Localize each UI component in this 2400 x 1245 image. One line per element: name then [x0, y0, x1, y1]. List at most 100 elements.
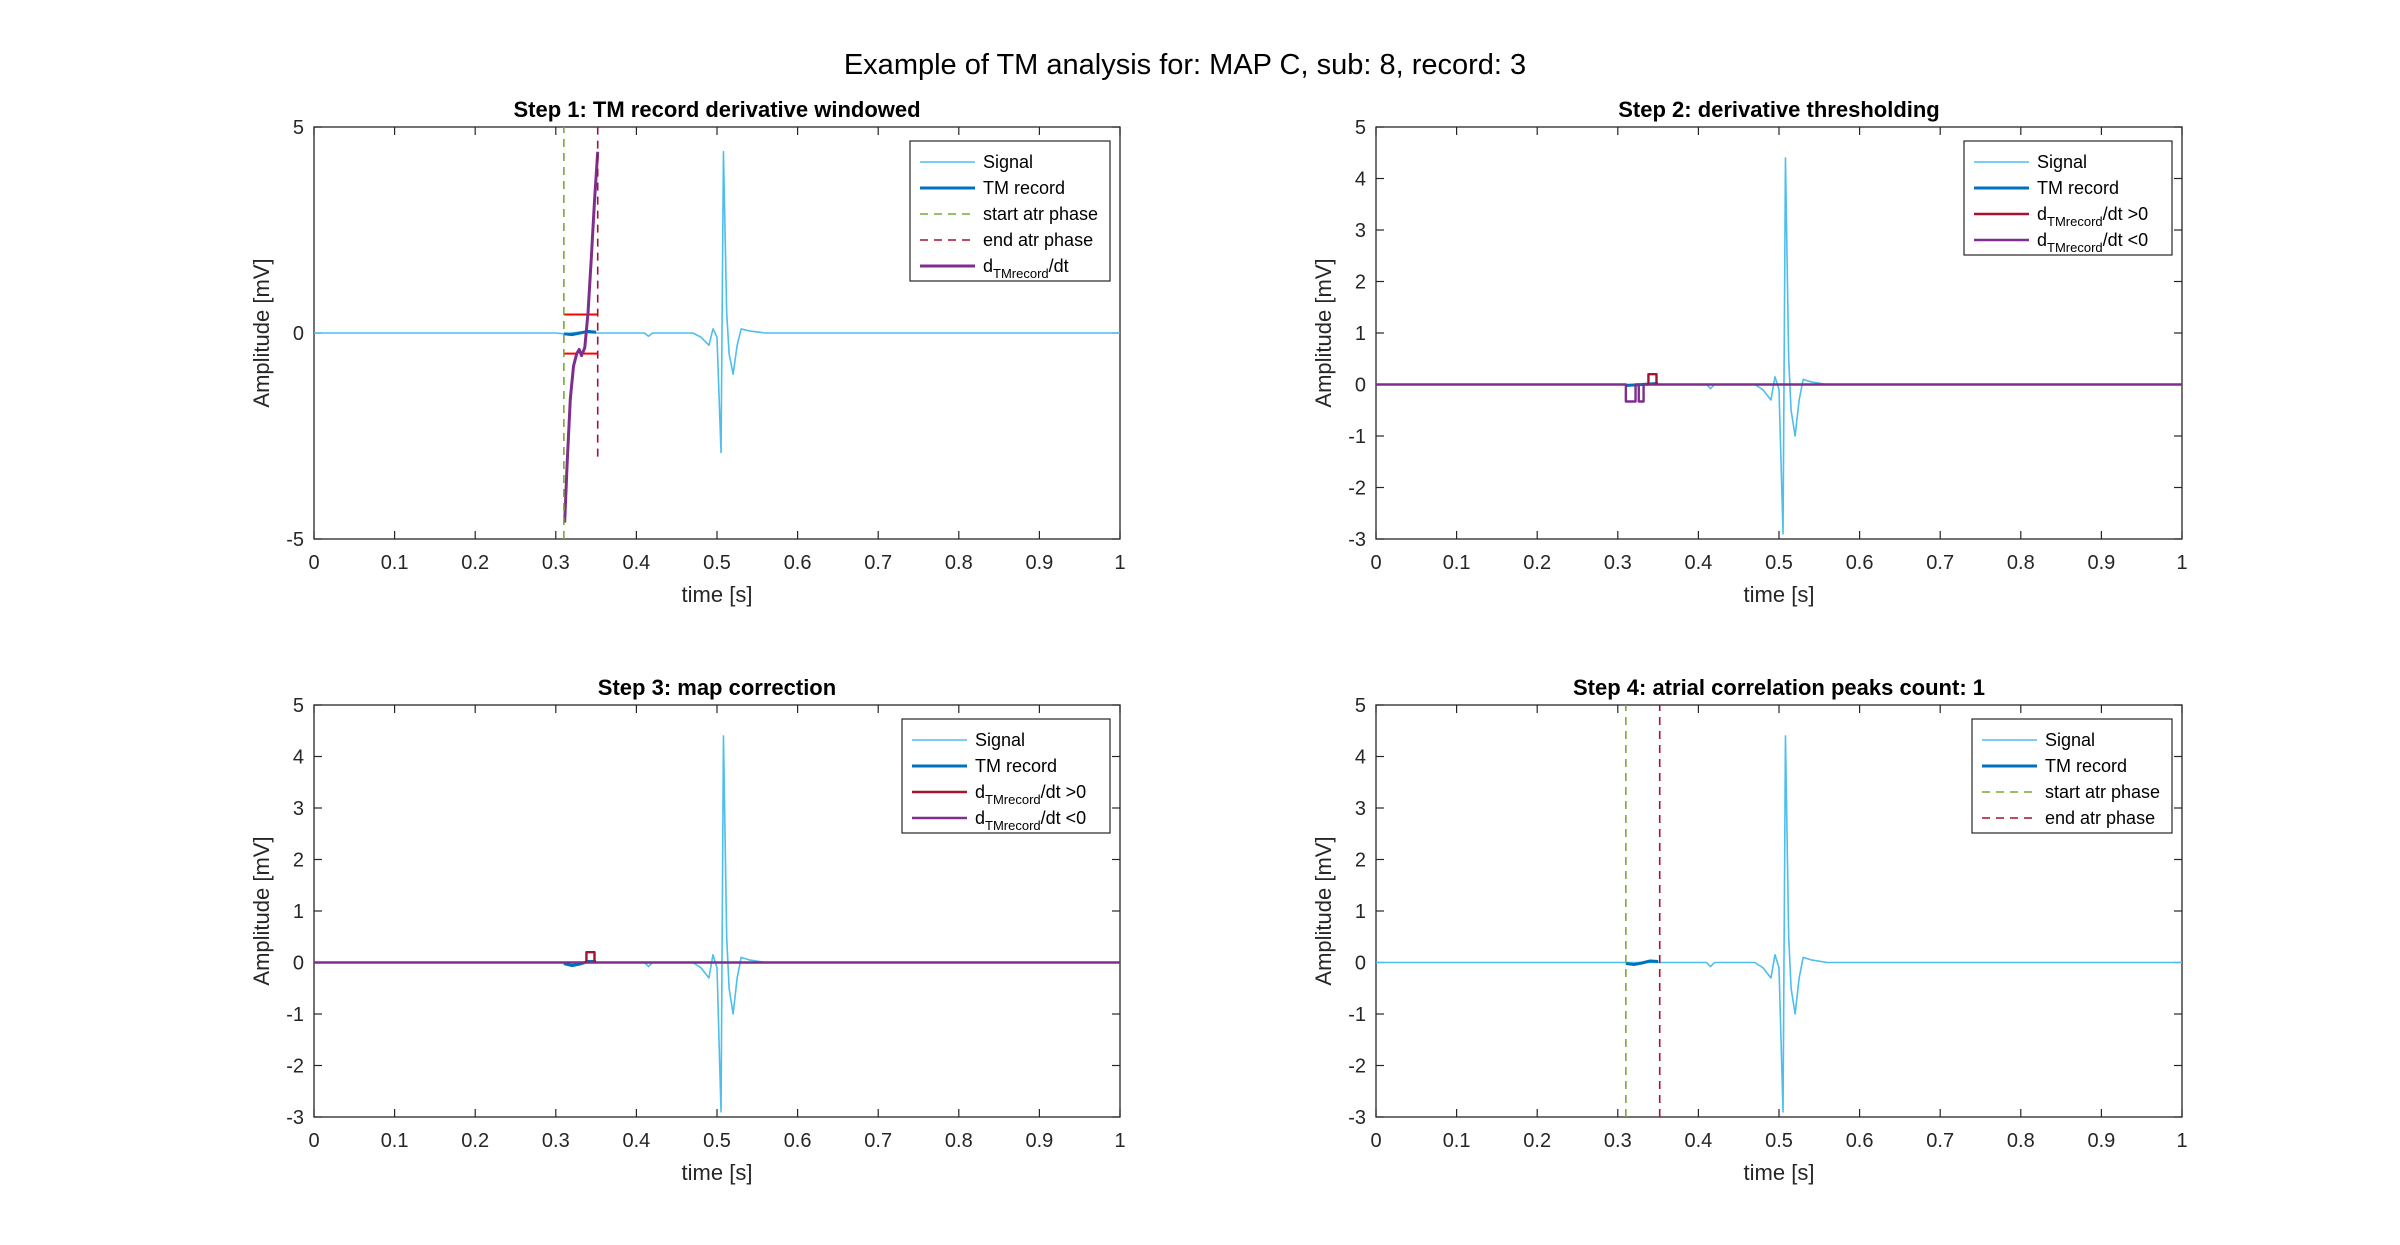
x-tick-label: 1 — [1114, 552, 1125, 574]
plot-area — [1376, 705, 2182, 1117]
legend-label: end atr phase — [2045, 808, 2155, 828]
x-tick-label: 0.2 — [461, 1130, 489, 1152]
x-tick-label: 0.3 — [542, 552, 570, 574]
legend-suffix: /dt — [1049, 256, 1069, 276]
legend-subscript: TMrecord — [985, 818, 1041, 833]
series-line-tm — [563, 329, 597, 337]
y-tick-label: 3 — [1355, 798, 1366, 820]
x-tick-label: 1 — [2176, 1130, 2187, 1152]
y-tick-label: -3 — [1348, 529, 1366, 551]
x-tick-label: 0.5 — [1765, 552, 1793, 574]
x-tick-label: 0.8 — [945, 1130, 973, 1152]
x-tick-label: 0.1 — [1443, 1130, 1471, 1152]
series-line-deriv — [563, 151, 600, 523]
legend-box — [901, 718, 1111, 834]
legend-box — [1963, 140, 2173, 256]
x-tick-label: 0.4 — [1684, 1130, 1712, 1152]
legend-subscript: TMrecord — [2047, 240, 2103, 255]
x-tick-label: 0.9 — [2087, 552, 2115, 574]
x-tick-label: 1 — [2176, 552, 2187, 574]
legend-suffix: /dt >0 — [1041, 782, 1087, 802]
y-tick-label: -1 — [1348, 426, 1366, 448]
x-tick-label: 0.2 — [461, 552, 489, 574]
subplots-container: Step 1: TM record derivative windowed 0 0.… — [249, 97, 2188, 1185]
x-tick-label: 0.8 — [945, 552, 973, 574]
legend-entry: TM record — [975, 756, 1057, 776]
y-tick-label: 0 — [293, 953, 304, 975]
y-tick-label: 4 — [1355, 747, 1366, 769]
subplot-title: Step 4: atrial correlation peaks count: … — [1573, 675, 1985, 700]
legend-label: d — [2037, 204, 2047, 224]
y-tick-label: -1 — [1348, 1004, 1366, 1026]
x-tick-label: 0 — [1370, 1130, 1381, 1152]
x-tick-label: 0.4 — [622, 1130, 650, 1152]
y-tick-label: 2 — [1355, 272, 1366, 294]
x-tick-label: 0.5 — [703, 1130, 731, 1152]
x-tick-label: 0.9 — [1025, 552, 1053, 574]
x-tick-label: 0.9 — [1025, 1130, 1053, 1152]
y-axis-label: Amplitude [mV] — [1311, 836, 1336, 985]
series-line-signal — [1376, 735, 2182, 1113]
subplot-step4: Step 4: atrial correlation peaks count: … — [1311, 675, 2188, 1185]
y-tick-label: 5 — [293, 117, 304, 139]
legend-entry: dTMrecord/dt <0 — [2037, 230, 2148, 255]
x-tick-label: 0.2 — [1523, 552, 1551, 574]
series-line-tm — [1625, 959, 1659, 967]
x-tick-label: 0.7 — [864, 1130, 892, 1152]
x-tick-label: 0.5 — [703, 552, 731, 574]
x-tick-label: 0.2 — [1523, 1130, 1551, 1152]
legend-label: TM record — [2045, 756, 2127, 776]
x-tick-label: 0.4 — [1684, 552, 1712, 574]
y-axis-label: Amplitude [mV] — [249, 258, 274, 407]
legend-label: TM record — [2037, 178, 2119, 198]
x-tick-label: 0 — [308, 1130, 319, 1152]
subplot-title: Step 2: derivative thresholding — [1618, 97, 1940, 122]
legend-entry: end atr phase — [2045, 808, 2155, 828]
y-tick-label: 4 — [293, 747, 304, 769]
x-tick-label: 0.6 — [1846, 1130, 1874, 1152]
y-tick-label: 4 — [1355, 169, 1366, 191]
legend-label: Signal — [2037, 152, 2087, 172]
legend-box — [909, 140, 1111, 282]
legend-entry: end atr phase — [983, 230, 1093, 250]
legend-entry: dTMrecord/dt >0 — [975, 782, 1086, 807]
legend-box — [1971, 718, 2173, 834]
x-tick-label: 0.4 — [622, 552, 650, 574]
legend-entry: TM record — [2045, 756, 2127, 776]
y-tick-label: 1 — [1355, 901, 1366, 923]
x-tick-label: 0.5 — [1765, 1130, 1793, 1152]
x-tick-label: 0.1 — [381, 552, 409, 574]
y-tick-label: -3 — [1348, 1107, 1366, 1129]
y-tick-label: -2 — [286, 1056, 304, 1078]
y-tick-label: 2 — [293, 850, 304, 872]
legend-suffix: /dt >0 — [2103, 204, 2149, 224]
subplot-step3: Step 3: map correction 0 0.1 0.2 0.3 0.4 0.5 0.… — [249, 675, 1126, 1185]
x-tick-label: 0 — [1370, 552, 1381, 574]
x-tick-label: 0.9 — [2087, 1130, 2115, 1152]
legend-suffix: /dt <0 — [2103, 230, 2149, 250]
legend-entry: dTMrecord/dt — [983, 256, 1069, 281]
x-tick-label: 0.8 — [2007, 1130, 2035, 1152]
x-tick-label: 0.7 — [1926, 1130, 1954, 1152]
y-tick-label: 3 — [293, 798, 304, 820]
y-tick-label: -2 — [1348, 1056, 1366, 1078]
y-tick-label: 3 — [1355, 220, 1366, 242]
legend-entry: Signal — [975, 730, 1025, 750]
legend-entry: TM record — [2037, 178, 2119, 198]
x-tick-label: 0.6 — [1846, 552, 1874, 574]
legend-subscript: TMrecord — [2047, 214, 2103, 229]
legend-entry: Signal — [2037, 152, 2087, 172]
plot-area — [1376, 157, 2182, 535]
legend-label: Signal — [983, 152, 1033, 172]
x-axis-label: time [s] — [682, 582, 753, 607]
legend-subscript: TMrecord — [985, 792, 1041, 807]
subplot-title: Step 3: map correction — [598, 675, 836, 700]
legend-label: start atr phase — [2045, 782, 2160, 802]
x-tick-label: 0.3 — [542, 1130, 570, 1152]
x-tick-label: 0.6 — [784, 1130, 812, 1152]
series-line-deriv_neg — [1376, 383, 2182, 403]
y-tick-label: 1 — [293, 901, 304, 923]
legend-label: Signal — [2045, 730, 2095, 750]
